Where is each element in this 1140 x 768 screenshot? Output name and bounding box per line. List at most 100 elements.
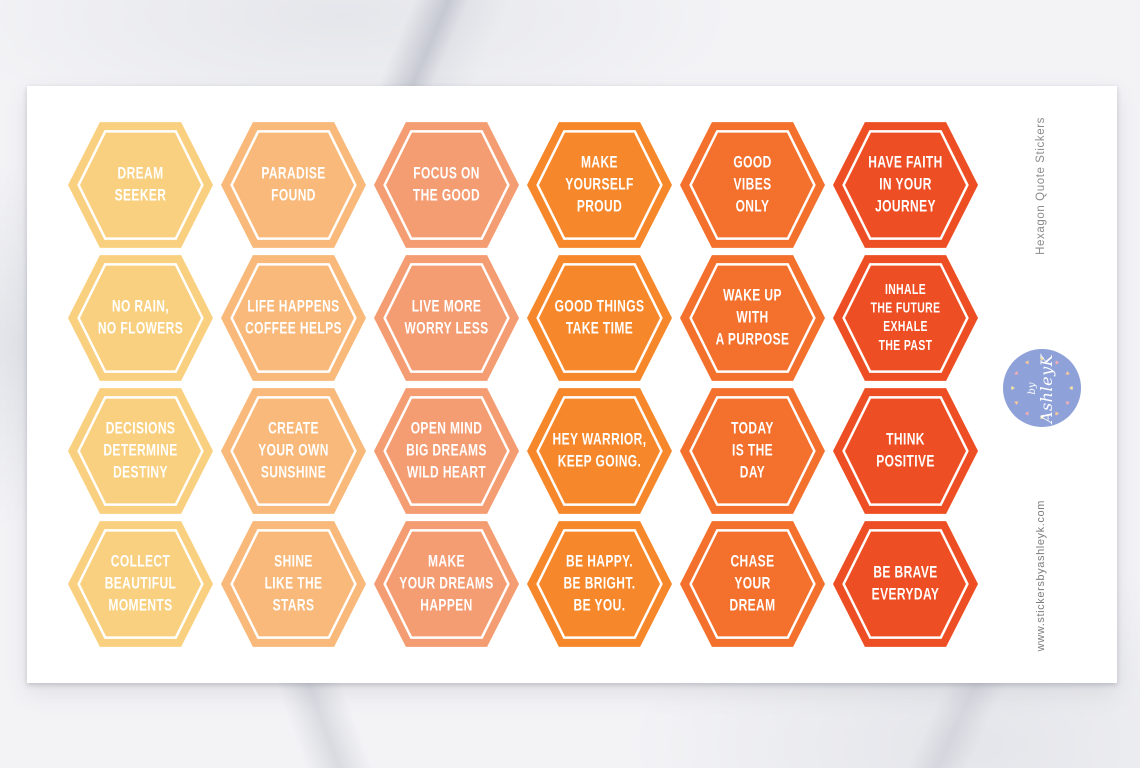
hexagon-label: NO RAIN, NO FLOWERS bbox=[83, 249, 199, 388]
hexagon-fill bbox=[527, 388, 672, 514]
hexagon-label-line: NO RAIN, bbox=[111, 297, 170, 317]
hexagon-shape bbox=[68, 122, 213, 248]
hexagon-label-line: INHALE bbox=[884, 280, 927, 298]
hexagon-label: COLLECT BEAUTIFUL MOMENTS bbox=[83, 515, 199, 654]
hexagon-label-line: FOUND bbox=[271, 186, 316, 205]
hexagon-label-line: JOURNEY bbox=[875, 196, 936, 216]
hexagon-label-line: EVERYDAY bbox=[871, 585, 940, 604]
heart-icon: ♥ bbox=[1013, 370, 1022, 378]
hexagon-inner-border bbox=[383, 396, 510, 506]
sticker-hexagon: NO RAIN, NO FLOWERS bbox=[68, 255, 213, 381]
sticker-hexagon: THINK POSITIVE bbox=[833, 388, 978, 514]
hexagon-label-line: YOURSELF bbox=[565, 175, 634, 194]
hexagon-fill bbox=[374, 255, 519, 381]
hexagon-label-line: WITH bbox=[736, 308, 769, 327]
sticker-hexagon: BE HAPPY. BE BRIGHT. BE YOU. bbox=[527, 521, 672, 647]
logo-script: by AshleyK bbox=[1028, 353, 1057, 422]
sticker-hexagon: LIVE MORE WORRY LESS bbox=[374, 255, 519, 381]
hexagon-label-line: YOUR bbox=[734, 574, 771, 593]
hexagon-fill bbox=[68, 521, 213, 647]
hexagon-label-line: GOOD bbox=[733, 153, 772, 173]
hexagon-shape bbox=[221, 388, 366, 514]
hexagon-label: TODAY IS THE DAY bbox=[695, 382, 811, 521]
hexagon-inner-border bbox=[689, 396, 816, 506]
hexagon-label: DECISIONS DETERMINE DESTINY bbox=[83, 382, 199, 521]
sticker-hexagon: DECISIONS DETERMINE DESTINY bbox=[68, 388, 213, 514]
side-title-text: Hexagon Quote Stickers bbox=[1035, 117, 1047, 255]
hexagon-fill bbox=[68, 388, 213, 514]
hexagon-label-line: DECISIONS bbox=[105, 419, 176, 439]
hexagon-inner-border bbox=[842, 130, 969, 240]
hexagon-label: BE HAPPY. BE BRIGHT. BE YOU. bbox=[542, 515, 658, 654]
heart-icon: ♥ bbox=[1062, 370, 1071, 378]
hexagon-label: LIVE MORE WORRY LESS bbox=[389, 249, 505, 388]
heart-icon: ♥ bbox=[1039, 356, 1045, 363]
hexagon-label-line: THE GOOD bbox=[412, 186, 481, 205]
hexagon-inner-border bbox=[383, 130, 510, 240]
hexagon-shape bbox=[680, 255, 825, 381]
hexagon-shape bbox=[221, 521, 366, 647]
hexagon-fill bbox=[833, 122, 978, 248]
hexagon-fill bbox=[221, 521, 366, 647]
hexagon-label-line: BE BRIGHT. bbox=[563, 574, 636, 593]
hexagon-inner-border bbox=[230, 396, 357, 506]
hexagon-label-line: DESTINY bbox=[113, 462, 168, 482]
hexagon-inner-border bbox=[842, 263, 969, 373]
hexagon-label-line: DAY bbox=[739, 462, 766, 482]
hexagon-fill bbox=[221, 122, 366, 248]
hexagon-label-line: STARS bbox=[272, 595, 315, 615]
hexagon-inner-border bbox=[230, 130, 357, 240]
hexagon-shape bbox=[833, 521, 978, 647]
hexagon-label: HAVE FAITH IN YOUR JOURNEY bbox=[848, 116, 964, 255]
hexagon-shape bbox=[68, 521, 213, 647]
hexagon-label-line: LIKE THE bbox=[264, 574, 323, 593]
website-url: www.stickersbyashleyk.com bbox=[1027, 500, 1055, 651]
hexagon-label-line: SEEKER bbox=[114, 186, 167, 205]
hexagon-shape bbox=[527, 255, 672, 381]
hexagon-label: MAKE YOUR DREAMS HAPPEN bbox=[389, 515, 505, 654]
hexagon-fill bbox=[527, 521, 672, 647]
hexagon-inner-border bbox=[383, 263, 510, 373]
sticker-hexagon: OPEN MIND BIG DREAMS WILD HEART bbox=[374, 388, 519, 514]
hexagon-label-line: WORRY LESS bbox=[404, 319, 489, 338]
hexagon-label: OPEN MIND BIG DREAMS WILD HEART bbox=[389, 382, 505, 521]
hexagon-inner-border bbox=[536, 263, 663, 373]
heart-icon: ♥ bbox=[1062, 398, 1071, 406]
sticker-hexagon: TODAY IS THE DAY bbox=[680, 388, 825, 514]
hexagon-label-line: PROUD bbox=[576, 196, 623, 216]
hexagon-fill bbox=[680, 255, 825, 381]
hexagon-label: GOOD THINGS TAKE TIME bbox=[542, 249, 658, 388]
sticker-hexagon: MAKE YOURSELF PROUD bbox=[527, 122, 672, 248]
hexagon-label-line: COFFEE HELPS bbox=[245, 319, 342, 338]
hexagon-shape bbox=[833, 122, 978, 248]
hexagon-shape bbox=[680, 521, 825, 647]
hexagon-label-line: ONLY bbox=[735, 196, 770, 216]
hexagon-label-line: WILD HEART bbox=[406, 462, 487, 482]
hexagon-shape bbox=[833, 255, 978, 381]
hexagon-label-line: SUNSHINE bbox=[260, 462, 327, 482]
heart-icon: ♥ bbox=[1067, 385, 1074, 391]
sticker-hexagon: BE BRAVE EVERYDAY bbox=[833, 521, 978, 647]
hexagon-fill bbox=[680, 122, 825, 248]
hexagon-label-line: LIFE HAPPENS bbox=[247, 297, 340, 317]
hexagon-inner-border bbox=[383, 529, 510, 639]
hexagon-fill bbox=[68, 255, 213, 381]
hexagon-inner-border bbox=[689, 130, 816, 240]
sticker-hexagon: LIFE HAPPENS COFFEE HELPS bbox=[221, 255, 366, 381]
hexagon-inner-border bbox=[77, 130, 204, 240]
hexagon-inner-border bbox=[689, 529, 816, 639]
sticker-hexagon: SHINE LIKE THE STARS bbox=[221, 521, 366, 647]
hexagon-label: BE BRAVE EVERYDAY bbox=[848, 515, 964, 654]
hexagon-label-line: HAVE FAITH bbox=[868, 153, 943, 173]
hexagon-fill bbox=[527, 255, 672, 381]
hexagon-label-line: DETERMINE bbox=[103, 441, 178, 460]
hexagon-label-line: VIBES bbox=[733, 175, 772, 194]
heart-icon: ♥ bbox=[1010, 385, 1017, 391]
heart-icon: ♥ bbox=[1013, 398, 1022, 406]
hexagon-label: INHALE THE FUTURE EXHALE THE PAST bbox=[848, 249, 964, 388]
hexagon-label-line: IS THE bbox=[731, 441, 774, 460]
hexagon-inner-border bbox=[536, 130, 663, 240]
hexagon-label-line: YOUR OWN bbox=[258, 441, 329, 460]
hexagon-label-line: OPEN MIND bbox=[410, 419, 483, 439]
